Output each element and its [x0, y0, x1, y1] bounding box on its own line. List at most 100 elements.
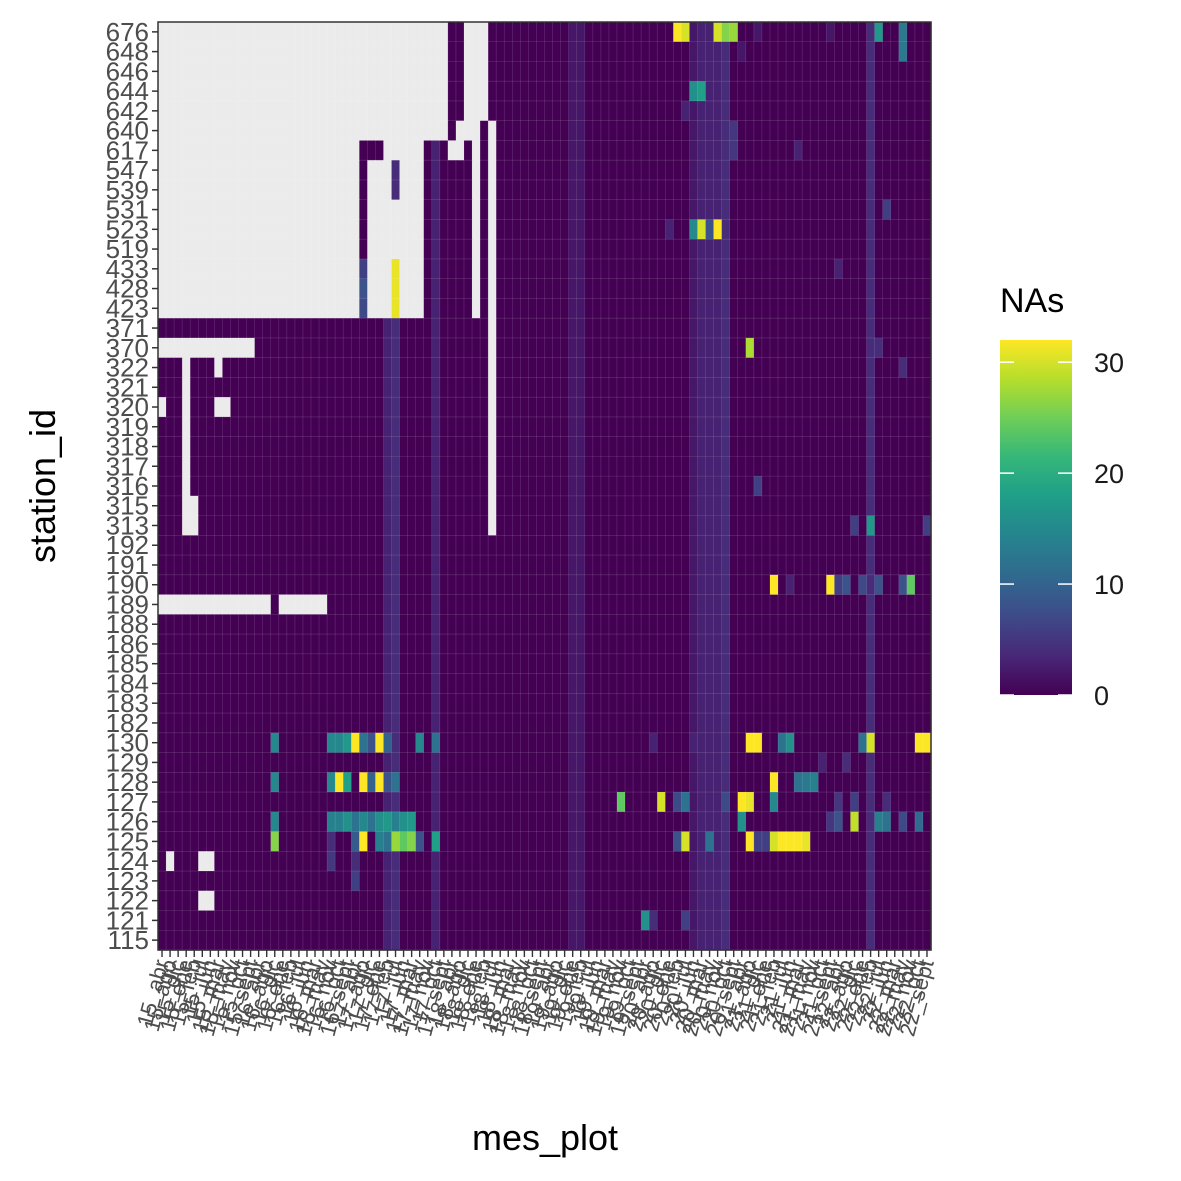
y-tick-label: 130 [106, 728, 149, 758]
heatmap-cell-missing [198, 22, 207, 43]
heatmap-cell [504, 160, 513, 181]
heatmap-cell-missing [383, 160, 393, 181]
heatmap-cell [206, 476, 215, 497]
heatmap-cell [496, 910, 505, 931]
y-tick-label: 189 [106, 589, 149, 619]
heatmap-cell [439, 653, 449, 675]
heatmap-cell [463, 397, 473, 418]
heatmap-cell [802, 555, 811, 576]
heatmap-cell-missing [238, 160, 248, 181]
heatmap-cell [463, 219, 473, 240]
heatmap-cell-missing [327, 140, 336, 161]
heatmap-cell [431, 614, 441, 635]
heatmap-cell [914, 495, 924, 517]
heatmap-cell [431, 811, 441, 833]
heatmap-cell [778, 831, 787, 852]
heatmap-cell [633, 555, 642, 576]
heatmap-cell [745, 772, 755, 793]
heatmap-cell-missing [254, 298, 264, 319]
heatmap-cell [721, 614, 731, 635]
heatmap-cell [504, 140, 513, 161]
heatmap-cell [906, 851, 916, 872]
heatmap-cell [633, 456, 642, 477]
heatmap-cell-missing [238, 120, 248, 142]
heatmap-cell [447, 772, 457, 793]
heatmap-cell [898, 495, 908, 517]
heatmap-cell [786, 693, 795, 714]
heatmap-cell [488, 61, 497, 82]
heatmap-cell [761, 732, 771, 754]
heatmap-cell [681, 239, 691, 260]
heatmap-cell [504, 653, 513, 675]
heatmap-cell-missing [319, 258, 328, 280]
heatmap-cell [568, 100, 578, 122]
heatmap-cell [858, 179, 868, 201]
heatmap-cell [874, 377, 884, 398]
heatmap-cell [544, 851, 554, 872]
y-tick-label: 192 [106, 530, 149, 560]
heatmap-cell [810, 377, 819, 398]
heatmap-cell [778, 752, 787, 773]
heatmap-cell [802, 397, 811, 418]
heatmap-cell [488, 100, 497, 122]
heatmap-cell [214, 416, 224, 438]
heatmap-cell [367, 811, 376, 833]
heatmap-cell [560, 930, 570, 951]
heatmap-cell [850, 495, 860, 517]
heatmap-cell [343, 811, 352, 833]
heatmap-cell [761, 298, 771, 319]
heatmap-cell [826, 535, 835, 556]
heatmap-cell [665, 436, 674, 457]
heatmap-cell [246, 397, 256, 418]
heatmap-cell-missing [166, 140, 175, 161]
heatmap-cell [721, 278, 731, 300]
heatmap-cell [327, 713, 336, 734]
heatmap-cell [528, 851, 538, 872]
heatmap-cell [858, 357, 868, 378]
heatmap-cell [415, 634, 425, 655]
heatmap-cell [480, 871, 489, 892]
heatmap-cell [753, 910, 763, 931]
heatmap-cell [665, 871, 674, 892]
heatmap-cell [794, 81, 803, 102]
heatmap-cell [391, 337, 401, 359]
heatmap-cell [536, 515, 546, 536]
heatmap-cell [520, 436, 529, 457]
heatmap-cell [737, 713, 747, 734]
heatmap-cell [480, 120, 489, 142]
heatmap-cell [286, 732, 296, 754]
heatmap-cell [697, 337, 707, 359]
heatmap-cell [431, 160, 441, 181]
heatmap-cell [769, 634, 779, 655]
heatmap-cell [673, 890, 682, 912]
heatmap-cell-missing [286, 298, 296, 319]
heatmap-cell [270, 515, 280, 536]
heatmap-cell-missing [375, 81, 385, 102]
heatmap-cell [866, 120, 876, 142]
heatmap-cell [463, 890, 473, 912]
heatmap-cell [608, 41, 618, 63]
heatmap-cell [166, 495, 175, 517]
heatmap-cell [673, 851, 682, 872]
heatmap-cell [673, 436, 682, 457]
heatmap-cell [882, 41, 892, 63]
heatmap-cell [238, 397, 248, 418]
heatmap-cell-missing [415, 160, 425, 181]
heatmap-cell [431, 515, 441, 536]
heatmap-cell [713, 22, 723, 43]
heatmap-cell [633, 693, 642, 714]
heatmap-cell [673, 298, 682, 319]
heatmap-cell [415, 811, 425, 833]
heatmap-cell [319, 476, 328, 497]
heatmap-cell [214, 811, 224, 833]
heatmap-cell [375, 397, 385, 418]
heatmap-cell-missing [391, 239, 401, 260]
heatmap-cell [447, 495, 457, 517]
heatmap-cell-missing [182, 298, 191, 319]
heatmap-cell [810, 495, 819, 517]
heatmap-cell [335, 930, 344, 951]
heatmap-cell [608, 555, 618, 576]
heatmap-cell [616, 456, 626, 477]
heatmap-cell [560, 713, 570, 734]
heatmap-cell-missing [254, 160, 264, 181]
